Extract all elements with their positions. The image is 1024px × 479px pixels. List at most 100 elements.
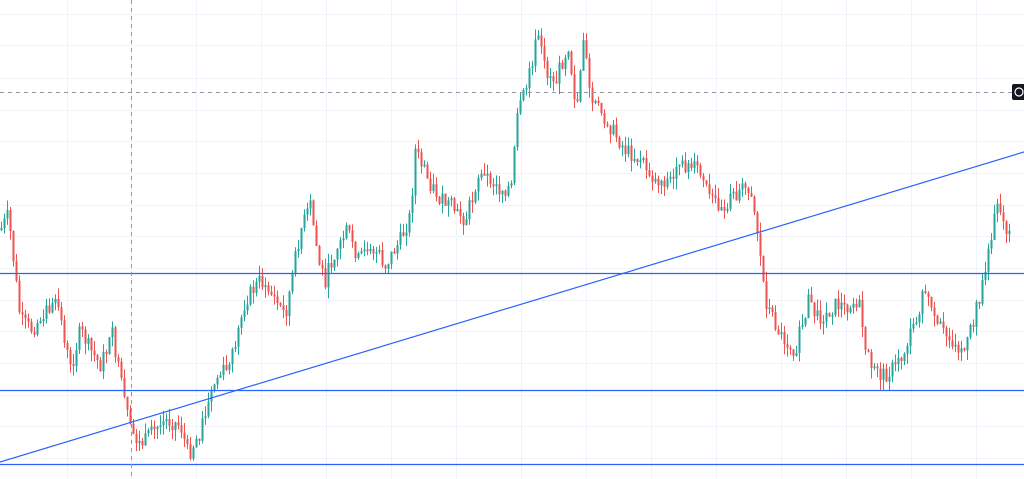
candle-body [936, 315, 939, 324]
candle-body [474, 191, 477, 203]
candle-body [312, 200, 315, 226]
candle-body [603, 113, 606, 124]
candle-body [888, 376, 891, 382]
candle-body [621, 145, 624, 148]
trend-line[interactable] [0, 151, 1024, 463]
candle-body [15, 261, 18, 281]
candle-body [747, 187, 750, 194]
candle-body [663, 180, 666, 187]
candle-body [318, 246, 321, 265]
candle-body [222, 364, 225, 376]
candle-body [366, 249, 369, 252]
candle-body [960, 348, 963, 353]
candle-body [165, 418, 168, 422]
candle-body [48, 305, 51, 313]
candle-body [429, 178, 432, 191]
candle-body [39, 321, 42, 324]
candle-body [345, 225, 348, 239]
candle-body [168, 418, 171, 426]
candle-body [912, 323, 915, 329]
candle-body [546, 60, 549, 78]
candle-body [12, 231, 15, 262]
candle-body [768, 307, 771, 310]
candle-body [735, 191, 738, 201]
candle-body [522, 89, 525, 101]
candle-body [243, 310, 246, 318]
candle-body [66, 342, 69, 350]
candle-body [141, 440, 144, 446]
candle-body [654, 178, 657, 182]
candle-body [528, 68, 531, 89]
candle-body [585, 40, 588, 59]
candle-body [807, 294, 810, 319]
candle-body [972, 324, 975, 327]
candle-body [942, 321, 945, 328]
candle-body [309, 200, 312, 209]
candle-body [333, 259, 336, 268]
candle-body [819, 310, 822, 324]
candle-body [279, 303, 282, 306]
candle-body [828, 312, 831, 317]
candle-body [894, 362, 897, 365]
candle-body [360, 251, 363, 254]
candle-body [750, 193, 753, 197]
candle-body [909, 328, 912, 347]
candle-body [453, 198, 456, 212]
candle-body [600, 102, 603, 114]
candle-body [825, 312, 828, 322]
candle-body [138, 440, 141, 444]
candle-body [801, 324, 804, 327]
candle-body [306, 208, 309, 215]
candle-body [450, 198, 453, 201]
candle-body [597, 100, 600, 103]
candle-body [210, 390, 213, 402]
candle-body [741, 183, 744, 190]
candle-body [939, 321, 942, 324]
candle-body [723, 207, 726, 211]
candle-body [357, 253, 360, 259]
candle-body [387, 264, 390, 269]
candle-body [444, 193, 447, 206]
candle-body [21, 312, 24, 315]
candle-body [276, 296, 279, 304]
candle-body [285, 309, 288, 317]
candle-body [870, 351, 873, 369]
candle-body [84, 329, 87, 344]
candle-body [99, 360, 102, 372]
candle-body [441, 193, 444, 204]
candle-body [738, 189, 741, 201]
candle-body [375, 251, 378, 254]
candle-body [354, 241, 357, 259]
candle-body [294, 251, 297, 273]
candle-body [78, 326, 81, 350]
drawings[interactable] [0, 151, 1024, 466]
candle-body [588, 58, 591, 88]
candle-body [852, 303, 855, 308]
candle-body [372, 248, 375, 254]
candle-body [810, 294, 813, 303]
candle-body [900, 357, 903, 362]
candle-body [381, 249, 384, 266]
candle-body [591, 87, 594, 103]
candle-body [726, 208, 729, 211]
candle-body [249, 286, 252, 305]
candle-body [906, 346, 909, 354]
candle-body [708, 184, 711, 194]
candle-body [399, 232, 402, 245]
candle-body [426, 164, 429, 179]
candle-body [990, 239, 993, 249]
candle-body [789, 347, 792, 350]
candle-body [897, 357, 900, 365]
candle-body [903, 353, 906, 362]
candle-body [267, 285, 270, 292]
candle-body [3, 218, 6, 228]
candle-body [843, 302, 846, 305]
candle-body [24, 314, 27, 319]
candle-body [153, 426, 156, 430]
candle-body [132, 423, 135, 435]
candle-body [630, 145, 633, 161]
candle-body [447, 200, 450, 206]
candle-body [174, 422, 177, 431]
